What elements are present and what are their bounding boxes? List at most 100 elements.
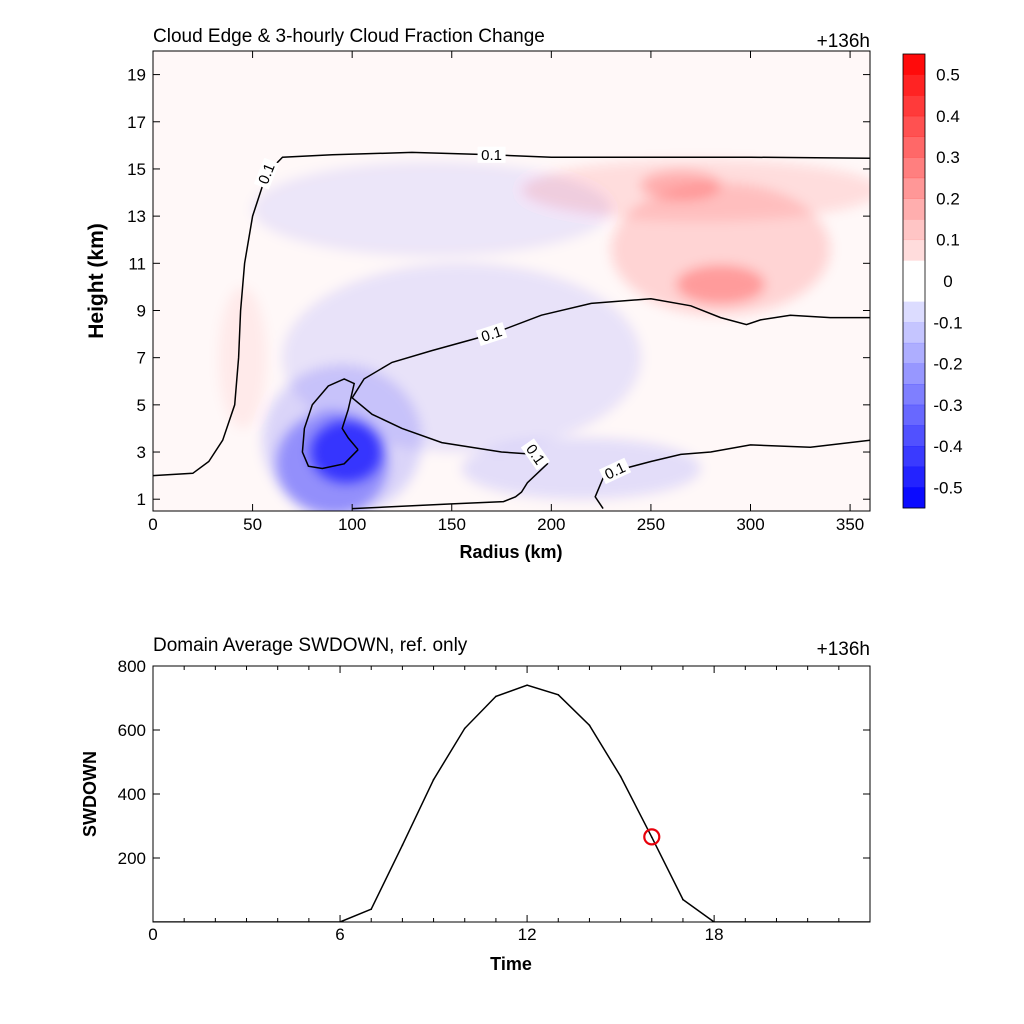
y-tick-label: 600 bbox=[118, 721, 146, 740]
colorbar-label: -0.3 bbox=[933, 396, 962, 415]
swdown-point bbox=[308, 921, 310, 922]
x-tick-label: 0 bbox=[148, 515, 157, 534]
swdown-series bbox=[153, 684, 870, 922]
swdown-point bbox=[526, 684, 528, 686]
swdown-point bbox=[432, 778, 435, 781]
swdown-point bbox=[183, 921, 185, 922]
swdown-point bbox=[401, 844, 404, 846]
y-tick-label: 800 bbox=[118, 657, 146, 676]
x-tick-label: 100 bbox=[338, 515, 366, 534]
x-tick-label: 350 bbox=[836, 515, 864, 534]
swdown-point bbox=[276, 921, 279, 922]
bottom-time-label: +136h bbox=[817, 639, 870, 660]
x-tick-label: 250 bbox=[637, 515, 665, 534]
x-tick-label: 6 bbox=[335, 925, 344, 944]
swdown-point bbox=[463, 727, 466, 730]
y-tick-label: 17 bbox=[127, 113, 146, 132]
swdown-point bbox=[214, 921, 217, 922]
colorbar-boxes bbox=[903, 54, 925, 509]
colorbar-box bbox=[903, 342, 925, 364]
colorbar-box bbox=[903, 281, 925, 302]
colorbar-box bbox=[903, 54, 925, 75]
colorbar-box bbox=[903, 95, 925, 117]
y-tick-label: 200 bbox=[118, 849, 146, 868]
y-tick-label: 11 bbox=[128, 254, 146, 273]
x-tick-label: 50 bbox=[243, 515, 262, 534]
swdown-point bbox=[869, 921, 870, 922]
swdown-point bbox=[744, 921, 747, 922]
anomaly-blob bbox=[461, 437, 701, 500]
contour-label: 0.1 bbox=[481, 147, 502, 164]
colorbar-box bbox=[903, 157, 925, 179]
colorbar-label: 0.5 bbox=[936, 66, 960, 85]
anomaly-blob bbox=[282, 263, 641, 453]
colorbar-box bbox=[903, 239, 925, 261]
contour-label-bg bbox=[253, 157, 280, 190]
contour-labels: 0.10.10.10.10.1 bbox=[253, 146, 632, 485]
x-tick-label: 12 bbox=[518, 925, 537, 944]
anomaly-blob bbox=[640, 171, 721, 200]
contour-line bbox=[301, 378, 359, 470]
colorbar-box bbox=[903, 136, 925, 158]
swdown-point bbox=[619, 775, 622, 778]
y-tick-label: 15 bbox=[127, 160, 146, 179]
top-x-axis-label: Radius (km) bbox=[459, 542, 562, 562]
contour-line bbox=[153, 151, 870, 477]
swdown-point bbox=[838, 921, 840, 922]
colorbar-label: -0.1 bbox=[933, 313, 962, 332]
swdown-point bbox=[682, 898, 684, 901]
contour-line bbox=[351, 297, 870, 510]
swdown-point bbox=[713, 921, 715, 922]
swdown-panel: 0 6 12 18 200 400 600 800 Domain Average SWDOW… bbox=[80, 635, 871, 974]
contour-lines bbox=[153, 151, 870, 510]
contour-label-bg bbox=[520, 438, 550, 471]
x-tick-label: 300 bbox=[736, 515, 764, 534]
bottom-title: Domain Average SWDOWN, ref. only bbox=[153, 635, 468, 656]
bottom-y-axis-label: SWDOWN bbox=[80, 751, 100, 837]
colorbar-box bbox=[903, 404, 925, 426]
colorbar-label: -0.2 bbox=[933, 355, 962, 374]
y-tick-label: 19 bbox=[127, 66, 146, 85]
colorbar-box bbox=[903, 260, 925, 281]
swdown-point bbox=[339, 921, 341, 922]
swdown-point bbox=[557, 694, 560, 696]
swdown-point bbox=[370, 908, 373, 910]
colorbar-box bbox=[903, 425, 925, 447]
y-tick-label: 5 bbox=[137, 396, 146, 415]
bottom-x-ticks: 0 6 12 18 bbox=[148, 666, 871, 944]
swdown-point bbox=[806, 921, 809, 922]
top-x-ticks: 0 50 100 150 200 250 300 350 bbox=[148, 51, 864, 534]
contour-label-bg bbox=[475, 322, 508, 347]
anomaly-blob bbox=[218, 286, 267, 429]
colorbar-label: 0.1 bbox=[936, 231, 960, 250]
bottom-y-ticks: 200 400 600 800 bbox=[118, 657, 870, 868]
anomaly-blob bbox=[611, 183, 831, 316]
contour-label-bg bbox=[477, 146, 506, 163]
y-tick-label: 1 bbox=[137, 490, 146, 509]
y-tick-label: 9 bbox=[137, 301, 146, 320]
colorbar-box bbox=[903, 219, 925, 241]
current-time-marker bbox=[643, 828, 661, 846]
x-tick-label: 18 bbox=[705, 925, 724, 944]
colorbar-label: -0.4 bbox=[933, 437, 962, 456]
colorbar-labels: 0.5 0.4 0.3 0.2 0.1 0 -0.1 -0.2 -0.3 -0.4 -0.5 bbox=[933, 66, 962, 498]
y-tick-label: 7 bbox=[137, 349, 146, 368]
swdown-line bbox=[153, 684, 870, 922]
colorbar-box bbox=[903, 384, 925, 406]
colorbar-label: -0.5 bbox=[933, 478, 962, 497]
colorbar-box bbox=[903, 115, 925, 137]
colorbar-box bbox=[903, 322, 925, 344]
swdown-point bbox=[588, 724, 591, 726]
swdown-point bbox=[650, 836, 653, 838]
x-tick-label: 150 bbox=[438, 515, 466, 534]
colorbar-box bbox=[903, 466, 925, 488]
swdown-point bbox=[153, 921, 154, 922]
y-tick-label: 3 bbox=[137, 443, 146, 462]
colorbar-label: 0.4 bbox=[936, 107, 960, 126]
colorbar-box bbox=[903, 363, 925, 385]
contour-label: 0.1 bbox=[255, 161, 279, 187]
top-plot-frame bbox=[152, 50, 871, 512]
colorbar-box bbox=[903, 487, 925, 509]
